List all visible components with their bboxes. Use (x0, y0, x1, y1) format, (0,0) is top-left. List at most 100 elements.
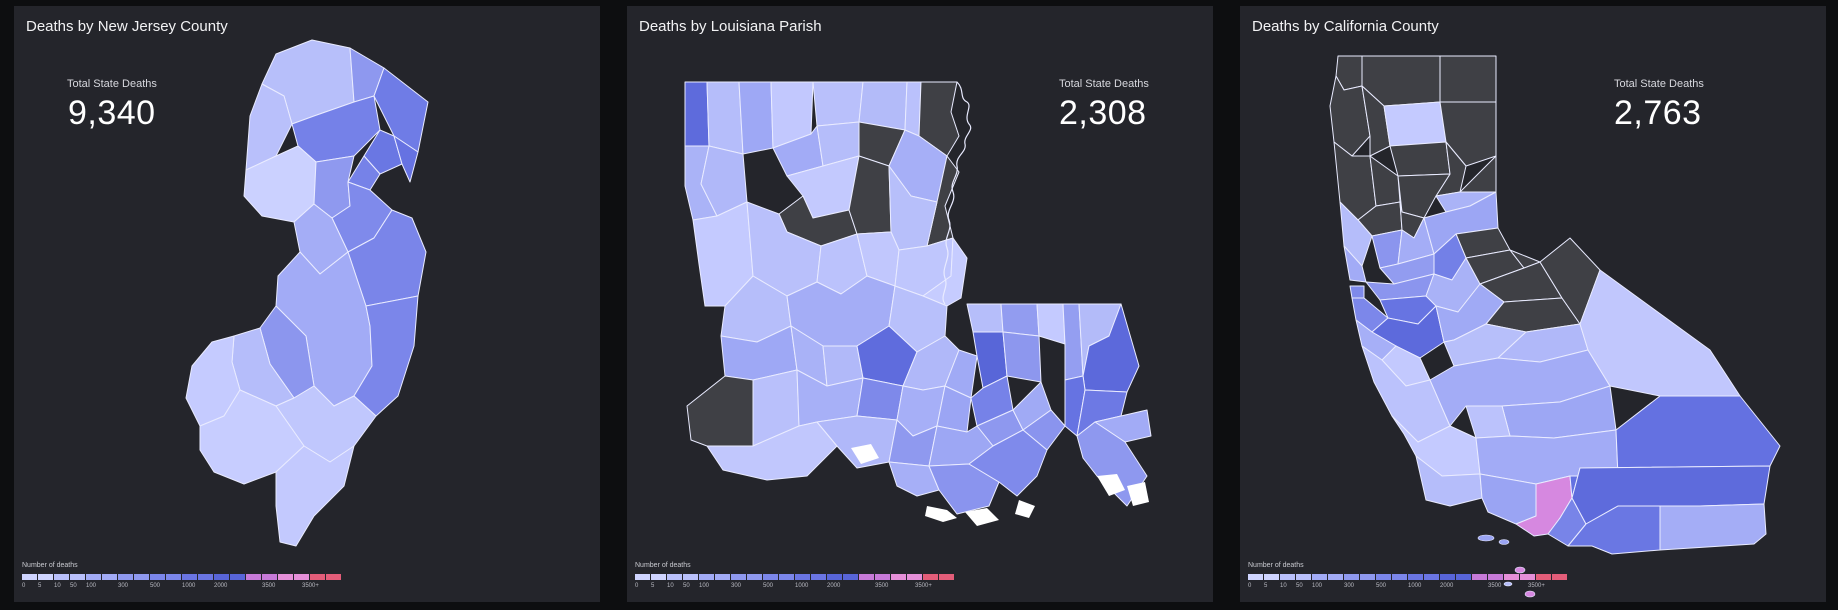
legend-swatch (1248, 574, 1263, 580)
island-catalina (1514, 566, 1526, 574)
louisiana-panel: Deaths by Louisiana Parish Total State D… (627, 6, 1213, 602)
legend-swatch (1552, 574, 1567, 580)
legend-swatch (667, 574, 682, 580)
california-map (1329, 55, 1781, 598)
legend-swatch (326, 574, 341, 580)
county-tehama[interactable] (1389, 141, 1451, 177)
legend-swatch (1472, 574, 1487, 580)
legend-swatch (811, 574, 826, 580)
legend-tick-label: 500 (150, 583, 161, 589)
parish-ascension[interactable] (970, 375, 1014, 427)
legend-tick-label: 300 (118, 583, 129, 589)
total-deaths-label: Total State Deaths (67, 78, 157, 90)
parish-st-bernard[interactable] (1094, 409, 1152, 443)
legend-tick-label: 5 (38, 583, 42, 589)
parish-lafayette[interactable] (856, 377, 904, 421)
county-humboldt[interactable] (1329, 75, 1371, 157)
legend-tick-label: 300 (731, 583, 742, 589)
legend-swatch (1264, 574, 1279, 580)
legend-tick-label: 1000 (1408, 583, 1422, 589)
total-deaths-value: 2,308 (1059, 94, 1147, 132)
county-san-diego[interactable] (1567, 505, 1661, 555)
county-imperial[interactable] (1659, 503, 1767, 551)
county-kings[interactable] (1465, 405, 1511, 439)
county-napa[interactable] (1371, 229, 1403, 269)
parish-union[interactable] (812, 81, 864, 127)
legend-tick-label: 100 (1312, 583, 1323, 589)
county-inyo[interactable] (1579, 269, 1741, 397)
legend-swatch (134, 574, 149, 580)
legend-swatch (86, 574, 101, 580)
county-modoc[interactable] (1439, 55, 1497, 103)
parish-bossier[interactable] (706, 81, 744, 155)
panel-title: Deaths by California County (1252, 18, 1439, 35)
parish-calcasieu[interactable] (686, 375, 754, 447)
parish-st-helena[interactable] (1036, 303, 1066, 345)
legend-tick-label: 500 (763, 583, 774, 589)
legend-swatch (246, 574, 261, 580)
county-butte[interactable] (1397, 173, 1451, 219)
legend-swatch (294, 574, 309, 580)
county-lassen[interactable] (1439, 101, 1497, 167)
legend-swatch (102, 574, 117, 580)
legend: Number of deaths 0 5 10 50 100 300 500 1000 2000… (1248, 562, 1578, 598)
parish-livingston[interactable] (1002, 331, 1042, 383)
legend-swatch (1280, 574, 1295, 580)
legend-swatch (1536, 574, 1551, 580)
legend-swatch (715, 574, 730, 580)
legend-color-bar (1248, 574, 1568, 580)
legend-swatch (22, 574, 37, 580)
county-san-francisco[interactable] (1349, 285, 1365, 299)
legend-swatch (795, 574, 810, 580)
county-shasta[interactable] (1383, 101, 1447, 147)
county-cape-may[interactable] (275, 445, 355, 547)
legend-swatch (891, 574, 906, 580)
legend-color-bar (22, 574, 342, 580)
county-trinity[interactable] (1361, 85, 1391, 157)
county-hudson[interactable] (393, 135, 419, 183)
legend-tick-label: 100 (86, 583, 97, 589)
legend-tick-label: 10 (1280, 583, 1287, 589)
parish-lafourche[interactable] (968, 429, 1048, 497)
parish-st-mary[interactable] (888, 461, 940, 497)
legend-tick-label: 0 (22, 583, 26, 589)
legend-tick-label: 1000 (182, 583, 196, 589)
parish-east-feliciana[interactable] (1000, 303, 1040, 337)
legend-swatch (731, 574, 746, 580)
island-san-nicolas (1503, 581, 1513, 587)
parish-webster[interactable] (738, 81, 774, 155)
parish-west-feliciana[interactable] (966, 303, 1004, 333)
legend-tick-label: 1000 (795, 583, 809, 589)
county-essex[interactable] (363, 129, 403, 175)
legend-swatch (262, 574, 277, 580)
panel-title: Deaths by New Jersey County (26, 18, 228, 35)
legend-swatch (310, 574, 325, 580)
delta-coastline (851, 444, 1149, 526)
parish-west-carroll[interactable] (904, 81, 922, 137)
legend-swatch (182, 574, 197, 580)
legend-swatch (38, 574, 53, 580)
legend-tick-label: 50 (70, 583, 77, 589)
legend-tick-label: 0 (635, 583, 639, 589)
total-deaths-value: 9,340 (68, 94, 156, 132)
legend-swatch (150, 574, 165, 580)
legend-swatch (763, 574, 778, 580)
legend: Number of deaths 0 5 10 50 100 300 500 1000 2000… (22, 562, 352, 598)
legend-swatch (1488, 574, 1503, 580)
legend-tick-label: 3500+ (915, 583, 932, 589)
legend-swatch (198, 574, 213, 580)
county-solano[interactable] (1379, 253, 1435, 285)
total-deaths-label: Total State Deaths (1059, 78, 1149, 90)
legend-tick-label: 50 (1296, 583, 1303, 589)
island-santa-cruz (1477, 534, 1495, 542)
louisiana-map (684, 81, 1152, 526)
legend-swatch (1312, 574, 1327, 580)
legend-swatch (70, 574, 85, 580)
legend-swatch (230, 574, 245, 580)
legend-ticks: 0 5 10 50 100 300 500 1000 2000 3500 3500+ (22, 583, 352, 593)
legend-swatch (827, 574, 842, 580)
legend-swatch (118, 574, 133, 580)
legend-swatch (1456, 574, 1471, 580)
legend-tick-label: 500 (1376, 583, 1387, 589)
legend-swatch (1408, 574, 1423, 580)
